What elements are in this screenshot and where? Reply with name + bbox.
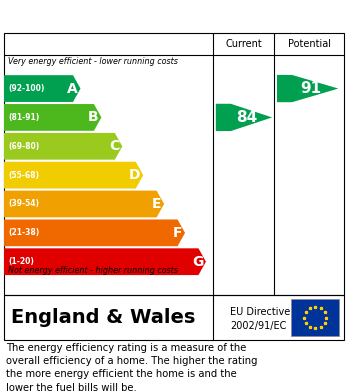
Text: (39-54): (39-54) <box>8 199 39 208</box>
Text: B: B <box>88 110 99 124</box>
Polygon shape <box>4 104 101 131</box>
Text: (69-80): (69-80) <box>8 142 39 151</box>
Bar <box>291 299 339 336</box>
Text: D: D <box>129 168 141 182</box>
Text: G: G <box>192 255 203 269</box>
Polygon shape <box>277 75 338 102</box>
Polygon shape <box>4 133 122 160</box>
Text: England & Wales: England & Wales <box>11 308 195 327</box>
Text: C: C <box>109 139 120 153</box>
Polygon shape <box>4 248 206 275</box>
Text: (55-68): (55-68) <box>8 170 39 179</box>
Text: 91: 91 <box>300 81 321 96</box>
Text: 84: 84 <box>236 110 258 125</box>
Text: Energy Efficiency Rating: Energy Efficiency Rating <box>5 7 245 25</box>
Text: (92-100): (92-100) <box>8 84 45 93</box>
Text: A: A <box>67 82 78 95</box>
Text: Potential: Potential <box>288 39 331 49</box>
Polygon shape <box>4 162 143 188</box>
Text: Not energy efficient - higher running costs: Not energy efficient - higher running co… <box>8 266 178 275</box>
Text: Very energy efficient - lower running costs: Very energy efficient - lower running co… <box>8 57 178 66</box>
Text: 2002/91/EC: 2002/91/EC <box>230 321 286 331</box>
Text: E: E <box>152 197 161 211</box>
Text: EU Directive: EU Directive <box>230 307 290 317</box>
Text: The energy efficiency rating is a measure of the
overall efficiency of a home. T: The energy efficiency rating is a measur… <box>6 343 257 391</box>
Polygon shape <box>4 75 80 102</box>
Polygon shape <box>4 219 185 246</box>
Polygon shape <box>216 104 272 131</box>
Text: F: F <box>173 226 182 240</box>
Text: (81-91): (81-91) <box>8 113 39 122</box>
Text: (1-20): (1-20) <box>8 257 34 266</box>
Text: Current: Current <box>225 39 262 49</box>
Polygon shape <box>4 190 164 217</box>
Text: (21-38): (21-38) <box>8 228 39 237</box>
